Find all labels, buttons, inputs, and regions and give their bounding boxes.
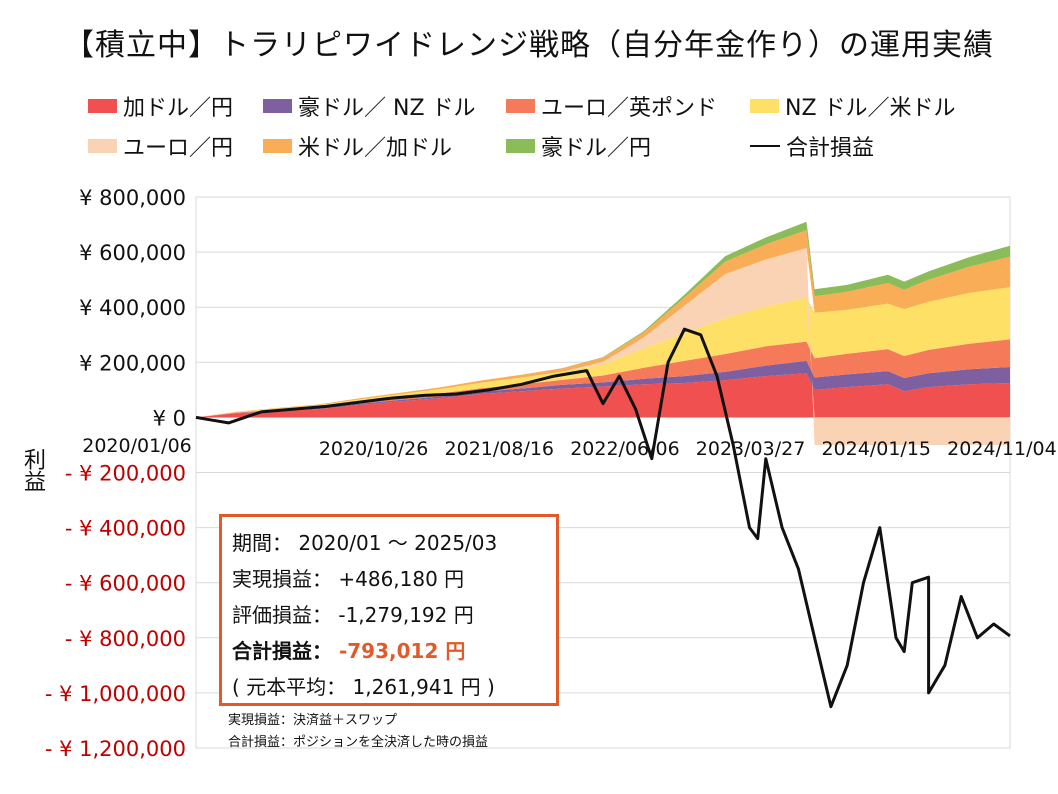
total-label: 合計損益：	[232, 639, 332, 663]
y-tick-label: - ¥ 1,000,000	[45, 682, 186, 706]
unrealized-row: 評価損益： -1,279,192 円	[232, 597, 556, 633]
x-tick-label: 2024/01/15	[821, 438, 931, 460]
legend-item: ユーロ／英ポンド	[506, 90, 717, 122]
y-tick-label: ¥ 200,000	[79, 351, 186, 375]
x-tick-label: 2023/03/27	[696, 438, 806, 460]
principal-row: ( 元本平均： 1,261,941 円 )	[232, 669, 556, 705]
x-tick-label: 2022/06/06	[570, 438, 680, 460]
y-tick-label: - ¥ 200,000	[65, 462, 186, 486]
legend-label: 豪ドル／ NZ ドル	[298, 96, 476, 121]
legend-label: 米ドル／加ドル	[298, 136, 453, 161]
legend-swatch	[263, 99, 292, 113]
x-tick-label: 2020/10/26	[319, 438, 429, 460]
legend-item: 豪ドル／ NZ ドル	[263, 90, 476, 122]
total-value: -793,012 円	[338, 639, 466, 663]
unrealized-value: -1,279,192 円	[338, 603, 474, 627]
legend-label: ユーロ／英ポンド	[541, 96, 718, 121]
legend-item: ユーロ／円	[88, 130, 233, 162]
principal-value: 1,261,941 円	[352, 675, 481, 699]
principal-close: )	[487, 675, 495, 699]
legend-item: 合計損益	[750, 130, 874, 162]
y-tick-label: - ¥ 1,200,000	[45, 737, 186, 761]
y-tick-label: ¥ 600,000	[79, 241, 186, 265]
principal-label: 元本平均：	[246, 675, 347, 699]
legend-item: NZ ドル／米ドル	[750, 90, 956, 122]
realized-value: +486,180 円	[338, 567, 465, 591]
y-tick-label: ¥ 0	[153, 406, 186, 430]
realized-label: 実現損益：	[232, 567, 332, 591]
footnote-realized: 実現損益：決済益＋スワップ	[228, 713, 398, 728]
legend-label: 合計損益	[786, 136, 875, 161]
y-axis-label: 利益	[20, 448, 45, 492]
legend-label: 豪ドル／円	[541, 136, 652, 161]
series-area	[196, 248, 1010, 445]
period-label: 期間：	[232, 531, 292, 555]
legend-item: 米ドル／加ドル	[263, 130, 452, 162]
legend-item: 加ドル／円	[88, 90, 233, 122]
period-row: 期間： 2020/01 ～ 2025/03	[232, 525, 556, 561]
legend-label: ユーロ／円	[123, 136, 234, 161]
total-line-group	[195, 327, 1011, 709]
footnote-total: 合計損益：ポジションを全決済した時の損益	[228, 735, 489, 750]
period-value: 2020/01 ～ 2025/03	[298, 531, 498, 555]
y-tick-label: - ¥ 400,000	[65, 517, 186, 541]
legend-swatch	[263, 139, 292, 153]
y-tick-label: - ¥ 800,000	[65, 627, 186, 651]
legend-line	[750, 145, 780, 147]
y-tick-label: - ¥ 600,000	[65, 572, 186, 596]
x-tick-label: 2021/08/16	[445, 438, 555, 460]
y-tick-label: ¥ 400,000	[79, 296, 186, 320]
y-axis-ticks: ¥ 800,000 ¥ 600,000 ¥ 400,000 ¥ 200,000 ¥ 0 -…	[45, 186, 186, 761]
x-axis-ticks: 2020/01/06 2020/10/26 2021/08/16 2022/06/06…	[82, 435, 1056, 460]
total-line	[195, 327, 1011, 709]
footnotes: 実現損益：決済益＋スワップ 合計損益：ポジションを全決済した時の損益	[228, 710, 488, 754]
x-tick-label: 2020/01/06	[82, 435, 192, 457]
legend-label: NZ ドル／米ドル	[785, 96, 956, 121]
chart-title: 【積立中】トラリピワイドレンジ戦略（自分年金作り）の運用実績	[64, 28, 994, 63]
info-box: 期間： 2020/01 ～ 2025/03 実現損益： +486,180 円 評…	[219, 514, 559, 706]
unrealized-label: 評価損益：	[232, 603, 332, 627]
x-tick-label: 2024/11/04	[947, 438, 1057, 460]
legend-swatch	[506, 139, 535, 153]
realized-row: 実現損益： +486,180 円	[232, 561, 556, 597]
total-row: 合計損益： -793,012 円	[232, 633, 556, 669]
plot-border	[195, 196, 1011, 749]
legend-swatch	[88, 99, 117, 113]
legend-label: 加ドル／円	[123, 96, 234, 121]
legend-swatch	[506, 99, 535, 113]
stacked-areas	[196, 221, 1010, 445]
y-tick-label: ¥ 800,000	[79, 186, 186, 210]
legend-item: 豪ドル／円	[506, 130, 651, 162]
legend-swatch	[88, 139, 117, 153]
principal-open: (	[232, 675, 240, 699]
series-area	[196, 373, 1010, 418]
series-area	[196, 287, 1010, 418]
legend-swatch	[750, 99, 779, 113]
